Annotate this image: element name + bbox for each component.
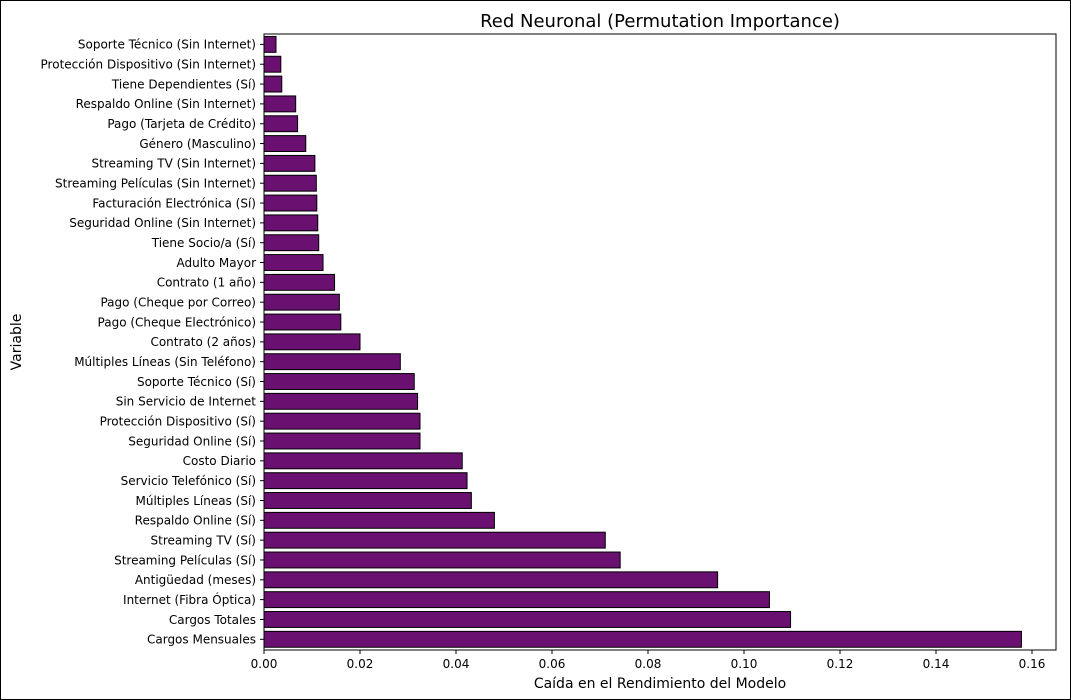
bar — [263, 333, 361, 351]
y-tick-label: Cargos Totales — [169, 613, 256, 627]
x-tick-label: 0.14 — [923, 657, 950, 671]
y-tick-label: Múltiples Líneas (Sí) — [136, 494, 256, 508]
y-tick-label: Streaming TV (Sí) — [151, 533, 256, 547]
bar — [263, 293, 340, 311]
y-tick-label: Adulto Mayor — [177, 256, 257, 270]
y-tick-label: Respaldo Online (Sí) — [135, 514, 256, 528]
y-tick-label: Tiene Dependientes (Sí) — [111, 77, 256, 91]
y-tick-label: Género (Masculino) — [139, 137, 256, 151]
y-tick-label: Seguridad Online (Sin Internet) — [69, 216, 256, 230]
y-tick-label: Costo Diario — [183, 454, 256, 468]
y-tick-label: Protección Dispositivo (Sí) — [100, 414, 256, 428]
bar — [263, 611, 792, 628]
bar — [263, 75, 283, 93]
y-tick-label: Streaming Películas (Sin Internet) — [55, 177, 256, 191]
bar — [263, 353, 401, 371]
bar — [263, 273, 336, 291]
bar — [263, 115, 299, 133]
y-tick-label: Sin Servicio de Internet — [116, 395, 257, 409]
y-tick-label: Respaldo Online (Sin Internet) — [76, 97, 256, 111]
bar — [263, 630, 1022, 648]
x-tick-label: 0.16 — [1019, 657, 1046, 671]
bar — [263, 194, 318, 212]
bar — [263, 135, 307, 153]
y-tick-label: Tiene Socio/a (Sí) — [151, 236, 256, 250]
y-tick-label: Facturación Electrónica (Sí) — [92, 196, 256, 210]
y-tick-label: Servicio Telefónico (Sí) — [121, 474, 256, 488]
bar — [263, 531, 606, 549]
bar — [263, 35, 277, 53]
bars-group — [263, 35, 1022, 648]
bar — [263, 254, 324, 271]
chart-title: Red Neuronal (Permutation Importance) — [480, 11, 840, 32]
bar — [263, 95, 297, 113]
bar — [263, 571, 719, 589]
y-tick-label: Streaming TV (Sin Internet) — [91, 157, 256, 171]
y-tick-label: Antigüedad (meses) — [135, 573, 256, 587]
y-tick-label: Streaming Películas (Sí) — [114, 553, 256, 567]
x-tick-label: 0.04 — [443, 657, 470, 671]
y-tick-label: Pago (Tarjeta de Crédito) — [107, 117, 256, 131]
bar — [263, 432, 421, 450]
x-tick-label: 0.12 — [827, 657, 854, 671]
bar — [263, 412, 421, 430]
x-axis: 0.00 0.02 0.04 0.06 0.08 0.10 0.12 0.14 0.16 — [251, 650, 1046, 671]
x-axis-title: Caída en el Rendimiento del Modelo — [534, 676, 786, 692]
y-tick-label: Soporte Técnico (Sin Internet) — [78, 38, 256, 52]
y-tick-label: Contrato (2 años) — [150, 335, 256, 349]
bar — [263, 373, 415, 390]
x-tick-label: 0.10 — [731, 657, 758, 671]
bar — [263, 313, 342, 331]
y-axis-title: Variable — [9, 314, 25, 371]
bar — [263, 392, 419, 410]
y-tick-label: Múltiples Líneas (Sin Teléfono) — [74, 355, 256, 369]
bar — [263, 511, 495, 529]
bar — [263, 214, 319, 232]
y-tick-label: Protección Dispositivo (Sin Internet) — [41, 58, 256, 72]
bar — [263, 154, 316, 172]
y-tick-label: Seguridad Online (Sí) — [128, 434, 256, 448]
y-tick-label: Contrato (1 año) — [157, 276, 256, 290]
bar — [263, 452, 463, 470]
bar — [263, 55, 282, 73]
bar — [263, 591, 770, 609]
y-axis: Soporte Técnico (Sin Internet) Protección… — [41, 38, 264, 647]
y-tick-label: Pago (Cheque Electrónico) — [98, 315, 256, 329]
x-tick-label: 0.06 — [539, 657, 566, 671]
bar — [263, 492, 472, 509]
y-tick-label: Cargos Mensuales — [147, 633, 256, 647]
bar — [263, 174, 317, 192]
bar — [263, 551, 621, 569]
y-tick-label: Soporte Técnico (Sí) — [137, 375, 256, 389]
x-tick-label: 0.00 — [251, 657, 278, 671]
x-tick-label: 0.02 — [347, 657, 374, 671]
x-tick-label: 0.08 — [635, 657, 662, 671]
y-tick-label: Internet (Fibra Óptica) — [123, 592, 256, 607]
bar — [263, 234, 320, 252]
bar — [263, 472, 468, 490]
y-tick-label: Pago (Cheque por Correo) — [100, 295, 256, 309]
